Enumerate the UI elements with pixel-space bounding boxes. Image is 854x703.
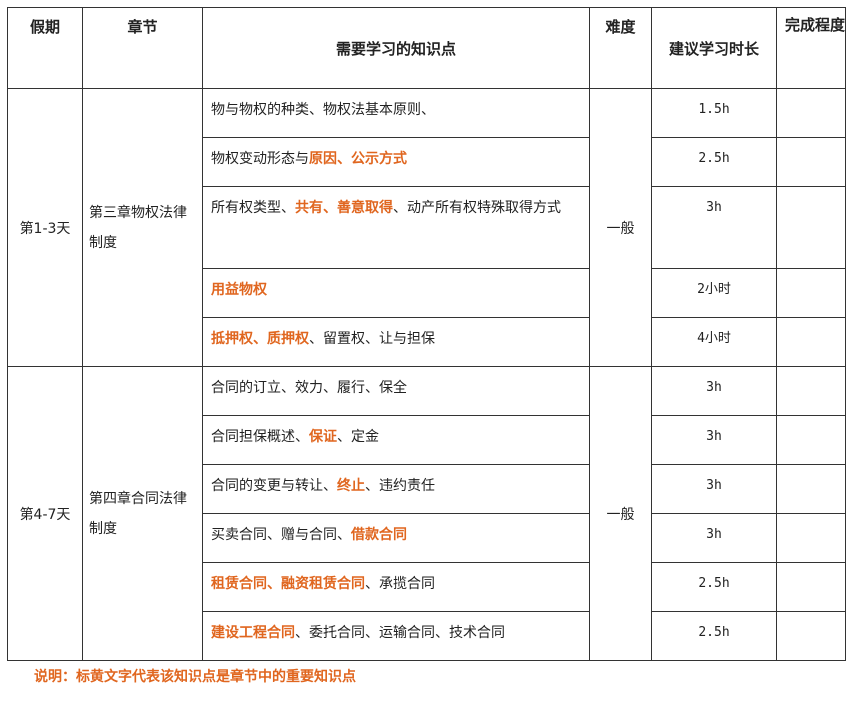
completion-cell[interactable]: [776, 415, 846, 465]
difficulty-cell: 一般: [589, 366, 652, 661]
time-cell: 3h: [651, 415, 777, 465]
completion-cell[interactable]: [776, 562, 846, 612]
highlighted-text: 终止: [337, 478, 365, 494]
completion-cell[interactable]: [776, 137, 846, 187]
highlighted-text: 租赁合同、融资租赁合同: [211, 576, 365, 592]
completion-cell[interactable]: [776, 464, 846, 514]
knowledge-cell: 租赁合同、融资租赁合同、承揽合同: [202, 562, 590, 612]
time-cell: 1.5h: [651, 88, 777, 138]
knowledge-cell: 所有权类型、共有、善意取得、动产所有权特殊取得方式: [202, 186, 590, 269]
table-row: 抵押权、质押权、留置权、让与担保 4小时: [8, 317, 846, 367]
time-cell: 3h: [651, 366, 777, 416]
text: 物与物权的种类、物权法基本原则、: [211, 102, 435, 118]
text: 合同的订立、效力、履行、保全: [211, 380, 407, 396]
chapter-cell: 第四章合同法律制度: [82, 366, 203, 661]
text: 物权变动形态与: [211, 151, 309, 167]
table-row: 合同的变更与转让、终止、违约责任 3h: [8, 464, 846, 514]
knowledge-cell: 合同的变更与转让、终止、违约责任: [202, 464, 590, 514]
time-cell: 3h: [651, 464, 777, 514]
knowledge-cell: 物与物权的种类、物权法基本原则、: [202, 88, 590, 138]
completion-cell[interactable]: [776, 88, 846, 138]
highlighted-text: 抵押权、质押权: [211, 331, 309, 347]
header-time: 建议学习时长: [651, 7, 777, 89]
table-row: 用益物权 2小时: [8, 268, 846, 318]
highlighted-text: 借款合同: [351, 527, 407, 543]
completion-cell[interactable]: [776, 186, 846, 269]
highlighted-text: 原因、公示方式: [309, 151, 407, 167]
header-completion: 完成程度: [776, 7, 846, 89]
highlighted-text: 共有、善意取得: [295, 200, 393, 216]
table-row: 所有权类型、共有、善意取得、动产所有权特殊取得方式 3h: [8, 186, 846, 269]
completion-cell[interactable]: [776, 513, 846, 563]
period-cell: 第4-7天: [7, 366, 83, 661]
time-cell: 2小时: [651, 268, 777, 318]
difficulty-cell: 一般: [589, 88, 652, 367]
time-cell: 2.5h: [651, 562, 777, 612]
time-cell: 4小时: [651, 317, 777, 367]
completion-cell[interactable]: [776, 268, 846, 318]
period-cell: 第1-3天: [7, 88, 83, 367]
text: 合同担保概述、: [211, 429, 309, 445]
header-difficulty: 难度: [589, 7, 652, 89]
time-cell: 3h: [651, 513, 777, 563]
knowledge-cell: 建设工程合同、委托合同、运输合同、技术合同: [202, 611, 590, 661]
chapter-cell: 第三章物权法律制度: [82, 88, 203, 367]
text: 所有权类型、: [211, 200, 295, 216]
table-row: 第4-7天 第四章合同法律制度 合同的订立、效力、履行、保全 一般 3h: [7, 366, 846, 661]
knowledge-cell: 物权变动形态与原因、公示方式: [202, 137, 590, 187]
table-row: 合同担保概述、保证、定金 3h: [8, 415, 846, 465]
note: 说明：标黄文字代表该知识点是章节中的重要知识点: [34, 669, 356, 685]
table-row: 第1-3天 第三章物权法律制度 物与物权的种类、物权法基本原则、 一般 1.5h: [7, 88, 846, 367]
text: 、留置权、让与担保: [309, 331, 435, 347]
highlighted-text: 用益物权: [211, 282, 267, 298]
completion-cell[interactable]: [776, 317, 846, 367]
table-row: 建设工程合同、委托合同、运输合同、技术合同 2.5h: [8, 611, 846, 661]
table-row: 物权变动形态与原因、公示方式 2.5h: [8, 137, 846, 187]
completion-cell[interactable]: [776, 611, 846, 661]
text: 买卖合同、赠与合同、: [211, 527, 351, 543]
time-cell: 2.5h: [651, 611, 777, 661]
time-cell: 3h: [651, 186, 777, 269]
text: 、违约责任: [365, 478, 435, 494]
text: 合同的变更与转让、: [211, 478, 337, 494]
text: 、委托合同、运输合同、技术合同: [295, 625, 505, 641]
text: 、动产所有权特殊取得方式: [393, 200, 561, 216]
time-cell: 2.5h: [651, 137, 777, 187]
knowledge-cell: 抵押权、质押权、留置权、让与担保: [202, 317, 590, 367]
header-knowledge: 需要学习的知识点: [202, 7, 590, 89]
table-row: 买卖合同、赠与合同、借款合同 3h: [8, 513, 846, 563]
highlighted-text: 建设工程合同: [211, 625, 295, 641]
highlighted-text: 保证: [309, 429, 337, 445]
completion-cell[interactable]: [776, 366, 846, 416]
knowledge-cell: 合同的订立、效力、履行、保全: [202, 366, 590, 416]
text: 、定金: [337, 429, 379, 445]
knowledge-cell: 合同担保概述、保证、定金: [202, 415, 590, 465]
header-period: 假期: [7, 7, 83, 89]
knowledge-cell: 用益物权: [202, 268, 590, 318]
text: 、承揽合同: [365, 576, 435, 592]
knowledge-cell: 买卖合同、赠与合同、借款合同: [202, 513, 590, 563]
header-chapter: 章节: [82, 7, 203, 89]
study-plan-table: 假期 章节 需要学习的知识点 难度 建议学习时长 完成程度 第1-3天 第三章物权…: [7, 7, 846, 661]
